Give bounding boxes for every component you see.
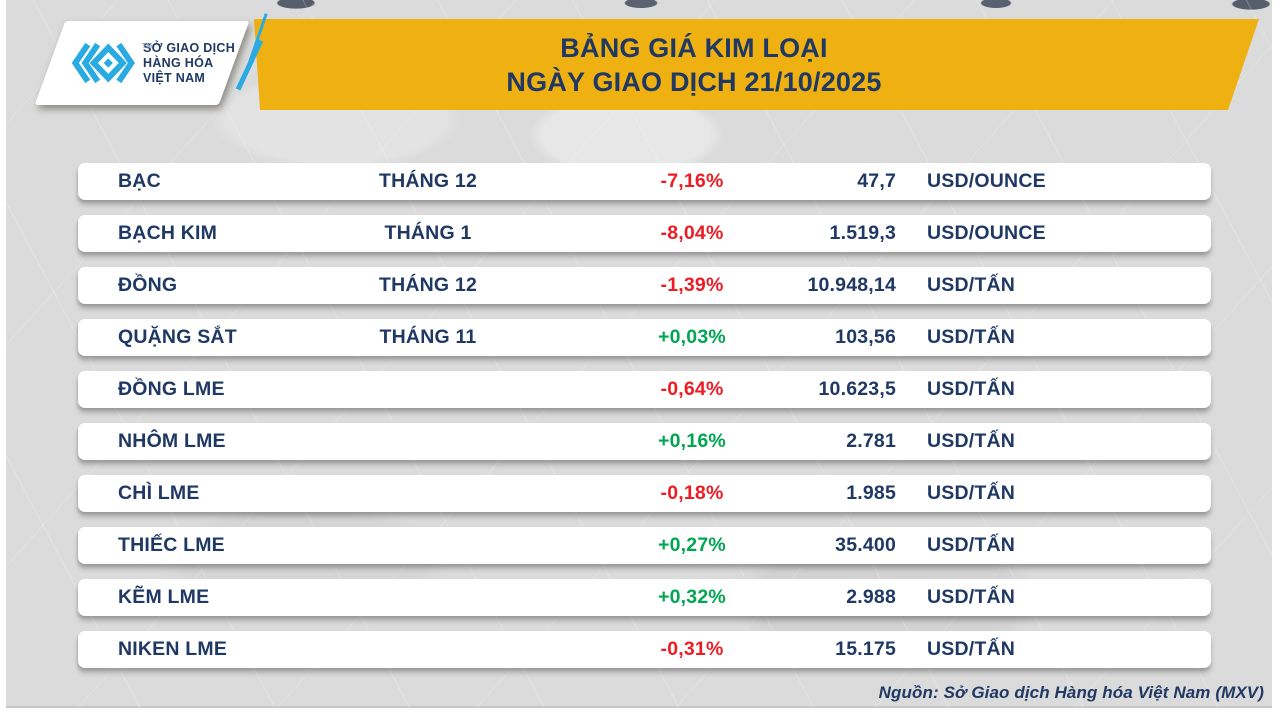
price-unit: USD/OUNCE [927,222,1046,244]
change-percent: -0,64% [660,378,724,400]
table-row: ĐỒNG THÁNG 12 -1,39% 10.948,14 USD/TẤN [78,267,1211,304]
price-value: 1.519,3 [829,222,896,244]
table-row: NIKEN LME -0,31% 15.175 USD/TẤN [78,631,1211,668]
contract-month: THÁNG 1 [384,222,472,244]
commodity-name: ĐỒNG [118,274,178,296]
price-unit: USD/TẤN [927,482,1016,504]
org-name-line1: SỞ GIAO DỊCH [143,40,236,55]
title-banner [254,19,1259,110]
commodity-name: ĐỒNG LME [118,378,225,400]
price-unit: USD/TẤN [927,430,1016,452]
commodity-name: BẠCH KIM [118,222,218,244]
change-percent: +0,27% [658,534,726,556]
price-value: 47,7 [857,170,896,192]
change-percent: -0,31% [660,638,724,660]
change-percent: -8,04% [660,222,724,244]
change-percent: -1,39% [660,274,724,296]
mxv-logo-content: TM SỞ GIAO DỊCH HÀNG HÓA VIỆT NAM [50,21,235,105]
price-unit: USD/TẤN [927,326,1016,348]
price-unit: USD/TẤN [927,274,1016,296]
trademark-label: TM [142,43,153,50]
price-table: BẠC THÁNG 12 -7,16% 47,7 USD/OUNCE BẠCH … [78,163,1211,683]
commodity-name: BẠC [118,170,161,192]
price-value: 10.623,5 [818,378,896,400]
change-percent: -7,16% [660,170,724,192]
change-percent: +0,16% [658,430,726,452]
price-value: 15.175 [835,638,896,660]
table-row: CHÌ LME -0,18% 1.985 USD/TẤN [78,475,1211,512]
board-title: BẢNG GIÁ KIM LOẠI [560,32,828,63]
price-unit: USD/TẤN [927,586,1016,608]
table-row: QUẶNG SẮT THÁNG 11 +0,03% 103,56 USD/TẤN [78,319,1211,356]
board-subtitle: NGÀY GIAO DỊCH 21/10/2025 [506,66,882,97]
price-board: TM SỞ GIAO DỊCH HÀNG HÓA VIỆT NAM BẢNG G… [6,0,1272,708]
commodity-name: KẼM LME [118,586,210,608]
commodity-name: THIẾC LME [118,534,225,556]
org-name-line3: VIỆT NAM [143,70,206,85]
source-credit: Nguồn: Sở Giao dịch Hàng hóa Việt Nam (M… [878,683,1264,702]
table-row: NHÔM LME +0,16% 2.781 USD/TẤN [78,423,1211,460]
table-row: ĐỒNG LME -0,64% 10.623,5 USD/TẤN [78,371,1211,408]
table-row: BẠC THÁNG 12 -7,16% 47,7 USD/OUNCE [78,163,1211,200]
mxv-diamond-chevrons-icon [71,42,135,84]
contract-month: THÁNG 11 [379,326,477,348]
table-row: THIẾC LME +0,27% 35.400 USD/TẤN [78,527,1211,564]
contract-month: THÁNG 12 [378,170,478,192]
contract-month: THÁNG 12 [378,274,478,296]
change-percent: -0,18% [660,482,724,504]
mxv-logo: TM SỞ GIAO DỊCH HÀNG HÓA VIỆT NAM [34,21,250,105]
commodity-name: QUẶNG SẮT [118,326,237,348]
change-percent: +0,03% [658,326,726,348]
commodity-name: NHÔM LME [118,430,226,452]
org-name-line2: HÀNG HÓA [143,55,214,70]
price-value: 10.948,14 [807,274,896,296]
price-unit: USD/OUNCE [927,170,1046,192]
change-percent: +0,32% [658,586,726,608]
price-unit: USD/TẤN [927,638,1016,660]
commodity-name: NIKEN LME [118,638,228,660]
price-value: 103,56 [835,326,896,348]
price-value: 1.985 [846,482,896,504]
price-value: 2.988 [846,586,896,608]
price-unit: USD/TẤN [927,534,1016,556]
price-value: 2.781 [846,430,896,452]
table-row: BẠCH KIM THÁNG 1 -8,04% 1.519,3 USD/OUNC… [78,215,1211,252]
price-value: 35.400 [835,534,896,556]
org-name: SỞ GIAO DỊCH HÀNG HÓA VIỆT NAM [143,41,235,86]
price-unit: USD/TẤN [927,378,1016,400]
commodity-name: CHÌ LME [118,482,200,504]
board-heading: BẢNG GIÁ KIM LOẠI NGÀY GIAO DỊCH 21/10/2… [254,19,1259,110]
table-row: KẼM LME +0,32% 2.988 USD/TẤN [78,579,1211,616]
